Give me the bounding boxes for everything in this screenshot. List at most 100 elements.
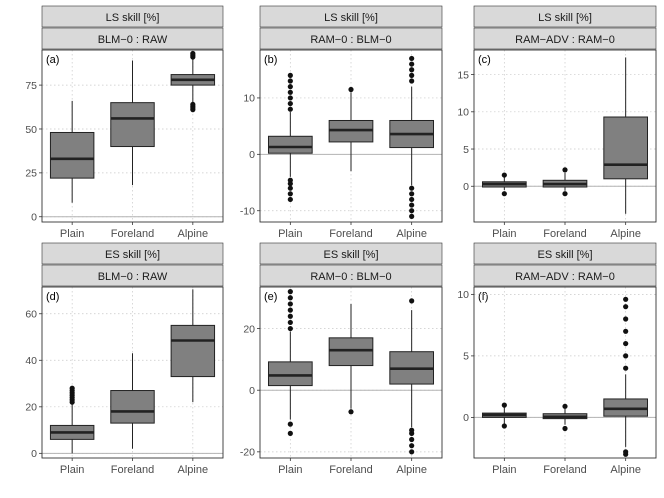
outlier-point [623, 353, 629, 359]
y-tick-label: 40 [25, 355, 37, 367]
x-tick-label: Alpine [610, 228, 641, 240]
outlier-point [409, 208, 415, 214]
outlier-point [409, 185, 415, 191]
x-tick-label: Alpine [610, 464, 641, 476]
panel-d: ES skill [%] BLM−0 : RAW (d) [41, 242, 224, 303]
strip-top-bg [41, 5, 224, 28]
strip-bottom-label: RAM−ADV : RAM−0 [515, 271, 615, 283]
panel-b: LS skill [%] RAM−0 : BLM−0 (b) [259, 5, 443, 66]
plot-area-2: -10 0 10 Plain Foreland Alpine [240, 49, 443, 240]
outlier-point [409, 298, 415, 304]
x-tick-label: Plain [278, 464, 302, 476]
box-foreland [110, 102, 155, 148]
outlier-point [409, 191, 415, 197]
box-plain [267, 135, 313, 154]
x-tick-label: Plain [492, 464, 516, 476]
box-plain [49, 131, 95, 179]
y-tick-label: 60 [25, 309, 37, 321]
outlier-point [562, 167, 568, 173]
outlier-point [501, 191, 507, 197]
outlier-point [287, 301, 293, 307]
outlier-point [409, 436, 415, 443]
strip-bottom-label: BLM−0 : RAW [98, 271, 168, 283]
outlier-point [287, 196, 293, 203]
plot-area-6: 0 5 10 Plain Foreland Alpine [457, 286, 657, 476]
strip-bottom-bg [41, 27, 224, 50]
panel-f: ES skill [%] RAM−ADV : RAM−0 (f) [473, 242, 657, 303]
x-tick-label: Plain [492, 228, 516, 240]
panel-border [41, 49, 224, 223]
panel-label: (f) [478, 291, 488, 303]
x-tick-label: Plain [60, 228, 84, 240]
outlier-point [562, 425, 568, 432]
y-tick-label: 0 [463, 412, 469, 424]
outlier-point [409, 67, 415, 73]
y-tick-label: 5 [463, 144, 469, 156]
outlier-point [409, 196, 415, 203]
y-tick-label: 0 [249, 385, 255, 397]
y-tick-label: 75 [25, 80, 37, 92]
x-tick-label: Plain [278, 228, 302, 240]
strip-top-label: ES skill [%] [105, 249, 160, 261]
box-alpine [603, 116, 649, 180]
outlier-point [287, 84, 293, 90]
panel-label: (b) [264, 54, 277, 66]
panel-e: ES skill [%] RAM−0 : BLM−0 (e) [259, 242, 443, 303]
outlier-point [623, 449, 629, 455]
box-alpine [170, 324, 216, 378]
x-tick-label: Alpine [396, 228, 427, 240]
outlier-point [623, 365, 629, 371]
outlier-point [623, 304, 629, 310]
y-tick-label: 10 [243, 93, 255, 105]
outlier-point [409, 55, 415, 62]
strip-top-label: LS skill [%] [538, 12, 592, 24]
y-tick-label: 15 [457, 69, 469, 81]
box-foreland [328, 337, 374, 367]
outlier-point [348, 86, 354, 93]
y-tick-label: 50 [25, 124, 37, 136]
box-foreland [110, 390, 155, 424]
panel-label: (e) [264, 291, 277, 303]
strip-top-label: LS skill [%] [324, 12, 378, 24]
y-tick-label: 25 [25, 168, 37, 180]
panel-label: (c) [478, 54, 491, 66]
outlier-point [623, 316, 629, 322]
panel-label: (d) [46, 291, 59, 303]
outlier-point [287, 307, 293, 313]
x-tick-label: Foreland [329, 464, 372, 476]
outlier-point [562, 191, 568, 197]
y-tick-label: 0 [463, 181, 469, 193]
outlier-point [190, 101, 196, 108]
strip-top-bg [259, 242, 443, 265]
outlier-point [287, 72, 293, 78]
outlier-point [190, 50, 196, 57]
outlier-point [409, 78, 415, 84]
y-tick-label: -20 [240, 447, 255, 459]
strip-bottom-label: RAM−ADV : RAM−0 [515, 34, 615, 46]
outlier-point [409, 61, 415, 67]
outlier-point [287, 191, 293, 197]
x-tick-label: Foreland [111, 228, 154, 240]
y-tick-label: 0 [31, 448, 37, 460]
outlier-point [623, 296, 629, 302]
outlier-point [287, 100, 293, 107]
outlier-point [409, 427, 415, 433]
panel-a: LS skill [%] BLM−0 : RAW (a) [41, 5, 224, 66]
y-tick-label: 20 [25, 402, 37, 414]
strip-bottom-label: RAM−0 : BLM−0 [310, 34, 391, 46]
y-tick-label: 5 [463, 351, 469, 363]
outlier-point [287, 106, 293, 112]
x-tick-label: Alpine [178, 228, 209, 240]
y-tick-label: -10 [240, 206, 255, 218]
outlier-point [623, 328, 629, 334]
y-tick-label: 20 [243, 323, 255, 335]
strip-top-bg [41, 242, 224, 265]
outlier-point [287, 325, 293, 332]
outlier-point [501, 402, 507, 408]
plot-area-5: -20 0 20 Plain Foreland Alpine [240, 286, 443, 476]
outlier-point [287, 89, 293, 95]
y-tick-label: 10 [457, 289, 469, 301]
outlier-point [348, 409, 354, 415]
plot-area-4: 0 20 40 60 Plain Foreland Alpine [25, 286, 224, 476]
